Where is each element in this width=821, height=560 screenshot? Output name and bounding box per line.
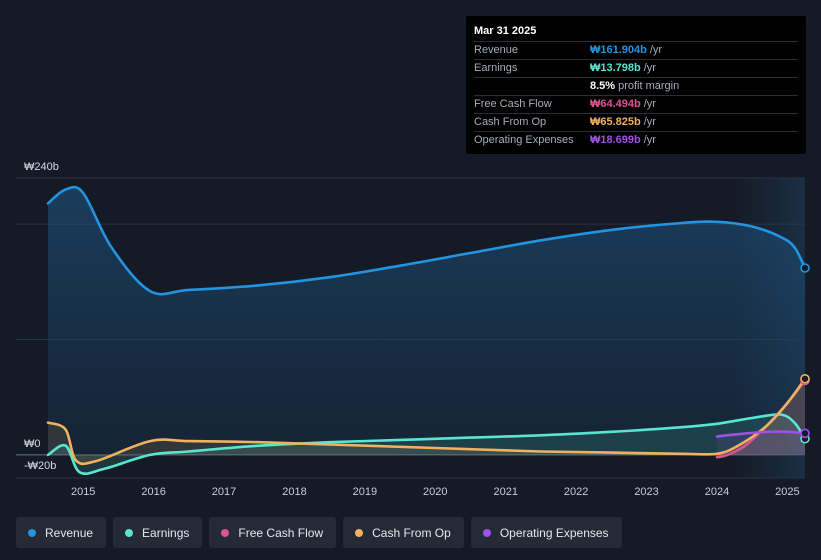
- revenue-area: [48, 187, 805, 455]
- x-tick-label: 2022: [564, 486, 588, 498]
- tooltip-row: Revenue ₩161.904b/yr: [474, 41, 798, 59]
- y-axis-label-top: ₩240b: [24, 161, 59, 173]
- free-cash-flow-area: [717, 380, 805, 458]
- legend-item-operating-expenses[interactable]: Operating Expenses: [470, 517, 622, 548]
- tooltip-row: Earnings ₩13.798b/yr: [474, 59, 798, 77]
- legend-dot-icon: [125, 528, 134, 537]
- legend: Revenue Earnings Free Cash Flow Cash From O…: [16, 517, 622, 548]
- tooltip-row-unit: profit margin: [618, 80, 680, 92]
- operating-expenses-line: [715, 430, 807, 438]
- x-tick-label: 2023: [634, 486, 658, 498]
- tooltip-row-unit: /yr: [643, 98, 656, 110]
- tooltip-row-label: Earnings: [474, 62, 518, 74]
- legend-label: Free Cash Flow: [238, 525, 324, 540]
- legend-item-earnings[interactable]: Earnings: [113, 517, 203, 548]
- legend-label: Earnings: [142, 525, 190, 540]
- legend-item-revenue[interactable]: Revenue: [16, 517, 107, 548]
- legend-dot-icon: [355, 528, 364, 537]
- tooltip-row-value: ₩64.494b: [590, 98, 641, 110]
- operating-expenses-end-point: [800, 428, 810, 439]
- legend-item-free-cash-flow[interactable]: Free Cash Flow: [209, 517, 337, 548]
- tooltip-row: Free Cash Flow ₩64.494b/yr: [474, 95, 798, 113]
- legend-dot-icon: [28, 528, 36, 537]
- earnings-area: [48, 414, 805, 474]
- tooltip-row-label: Revenue: [474, 44, 519, 56]
- legend-dot-icon: [482, 528, 491, 537]
- tooltip-row-value: 8.5%: [590, 80, 616, 92]
- tooltip-row-unit: /yr: [649, 44, 663, 56]
- tooltip-row: Operating Expenses ₩18.699b/yr: [474, 131, 798, 149]
- tooltip-row-unit: /yr: [643, 62, 656, 74]
- legend-dot-icon: [221, 528, 230, 537]
- x-tick-label: 2017: [212, 486, 236, 498]
- tooltip-row-label: Free Cash Flow: [474, 98, 552, 110]
- tooltip-row-unit: /yr: [643, 116, 656, 128]
- legend-label: Revenue: [45, 525, 94, 540]
- tooltip-row-label: Operating Expenses: [474, 134, 574, 146]
- cash-from-op-end-point: [800, 373, 810, 384]
- tooltip-row-label: [474, 78, 590, 95]
- y-axis-label-bottom: -₩20b: [24, 460, 56, 472]
- tooltip: Mar 31 2025 Revenue ₩161.904b/yr Earnings ₩…: [466, 16, 806, 154]
- x-tick-label: 2018: [282, 486, 306, 498]
- tooltip-row: Cash From Op ₩65.825b/yr: [474, 113, 798, 131]
- tooltip-row-value: ₩18.699b: [590, 134, 641, 146]
- y-axis-label-zero: ₩0: [24, 438, 41, 450]
- x-tick-label: 2024: [705, 486, 729, 498]
- cash-from-op-line: [46, 377, 807, 466]
- x-tick-label: 2025: [775, 486, 799, 498]
- legend-label: Operating Expenses: [499, 525, 609, 540]
- x-tick-label: 2021: [493, 486, 517, 498]
- earnings-line: [46, 413, 807, 476]
- legend-label: Cash From Op: [372, 525, 451, 540]
- legend-item-cash-from-op[interactable]: Cash From Op: [343, 517, 464, 548]
- x-tick-label: 2019: [353, 486, 377, 498]
- tooltip-row-value: ₩161.904b: [590, 44, 647, 56]
- tooltip-row-value: ₩65.825b: [590, 116, 641, 128]
- tooltip-row: 8.5% profit margin: [474, 77, 798, 95]
- x-tick-label: 2015: [71, 486, 95, 498]
- revenue-end-point: [800, 263, 810, 273]
- tooltip-row-value: ₩13.798b: [590, 62, 641, 74]
- x-tick-label: 2020: [423, 486, 447, 498]
- tooltip-date: Mar 31 2025: [474, 25, 537, 37]
- tooltip-row-unit: /yr: [643, 134, 656, 146]
- revenue-line: [46, 185, 807, 296]
- tooltip-row-label: Cash From Op: [474, 116, 547, 128]
- x-tick-label: 2016: [141, 486, 165, 498]
